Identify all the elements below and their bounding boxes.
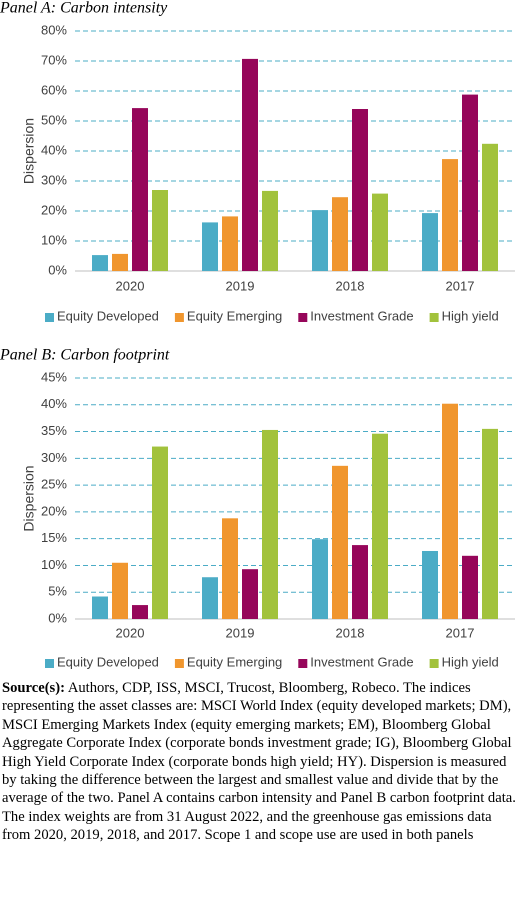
bar (202, 577, 218, 619)
bar (222, 216, 238, 271)
bar (352, 545, 368, 619)
source-note: Source(s): Authors, CDP, ISS, MSCI, Truc… (2, 679, 516, 845)
y-tick-label: 20% (41, 202, 67, 217)
y-tick-label: 40% (41, 396, 67, 411)
y-axis-label: Dispersion (21, 465, 37, 531)
legend-swatch (174, 659, 184, 668)
y-tick-label: 60% (41, 82, 67, 97)
y-tick-label: 10% (41, 557, 67, 572)
bar (262, 429, 278, 619)
bar (332, 197, 348, 271)
y-tick-label: 0% (48, 262, 67, 277)
x-tick-label: 2019 (226, 625, 255, 640)
y-tick-label: 30% (41, 450, 67, 465)
charts: Panel A: Carbon intensity Dispersion 0% 10%… (0, 0, 515, 669)
bar (442, 159, 458, 271)
y-tick-label: 5% (48, 584, 67, 599)
bar (332, 465, 348, 619)
y-tick-label: 70% (41, 52, 67, 67)
x-tick-label: 2017 (446, 278, 475, 293)
legend-label: Equity Emerging (187, 308, 282, 323)
bar (92, 596, 108, 619)
bar (442, 403, 458, 619)
y-tick-label: 30% (41, 172, 67, 187)
y-axis-label: Dispersion (21, 118, 37, 184)
bar (462, 94, 478, 271)
y-tick-label: 10% (41, 232, 67, 247)
bar (152, 190, 168, 271)
y-tick-label: 20% (41, 503, 67, 518)
x-tick-label: 2018 (336, 625, 365, 640)
legend-swatch (298, 659, 308, 668)
bar (422, 213, 438, 271)
y-tick-label: 15% (41, 530, 67, 545)
legend-label: Investment Grade (310, 654, 413, 669)
y-tick-label: 35% (41, 423, 67, 438)
bar (482, 428, 498, 619)
panel-title: Panel B: Carbon footprint (0, 347, 170, 364)
y-tick-label: 45% (41, 369, 67, 384)
bar (242, 58, 258, 272)
legend-label: Investment Grade (310, 308, 413, 323)
y-tick-label: 80% (41, 22, 67, 37)
bar (482, 143, 498, 271)
bar (242, 569, 258, 619)
x-tick-label: 2018 (336, 278, 365, 293)
legend-label: Equity Developed (57, 308, 159, 323)
legend-swatch (429, 659, 439, 668)
legend-swatch (429, 313, 439, 322)
bar (222, 518, 238, 619)
y-tick-label: 50% (41, 112, 67, 127)
source-text: Authors, CDP, ISS, MSCI, Trucost, Bloomb… (2, 680, 516, 844)
bar (372, 193, 388, 271)
legend-label: High yield (442, 654, 499, 669)
legend-swatch (45, 313, 54, 322)
bar (132, 605, 148, 619)
bar (462, 555, 478, 619)
legend-swatch (45, 659, 54, 668)
bar (112, 253, 128, 271)
panel-title: Panel A: Carbon intensity (0, 0, 168, 17)
bar (132, 108, 148, 271)
x-tick-label: 2020 (116, 278, 145, 293)
bar (312, 539, 328, 619)
bar (92, 255, 108, 271)
x-tick-label: 2020 (116, 625, 145, 640)
legend-swatch (298, 313, 308, 322)
legend-label: High yield (442, 308, 499, 323)
x-tick-label: 2017 (446, 625, 475, 640)
bar (202, 222, 218, 271)
y-tick-label: 0% (48, 610, 67, 625)
bar (372, 433, 388, 619)
bar (312, 210, 328, 271)
bar (112, 562, 128, 619)
y-tick-label: 40% (41, 142, 67, 157)
x-tick-label: 2019 (226, 278, 255, 293)
legend-swatch (174, 313, 184, 322)
bar (352, 109, 368, 271)
y-tick-label: 25% (41, 477, 67, 492)
source-label: Source(s): (2, 680, 65, 696)
bar (422, 550, 438, 619)
bar (152, 446, 168, 619)
bar (262, 190, 278, 271)
legend-label: Equity Emerging (187, 654, 282, 669)
legend-label: Equity Developed (57, 654, 159, 669)
